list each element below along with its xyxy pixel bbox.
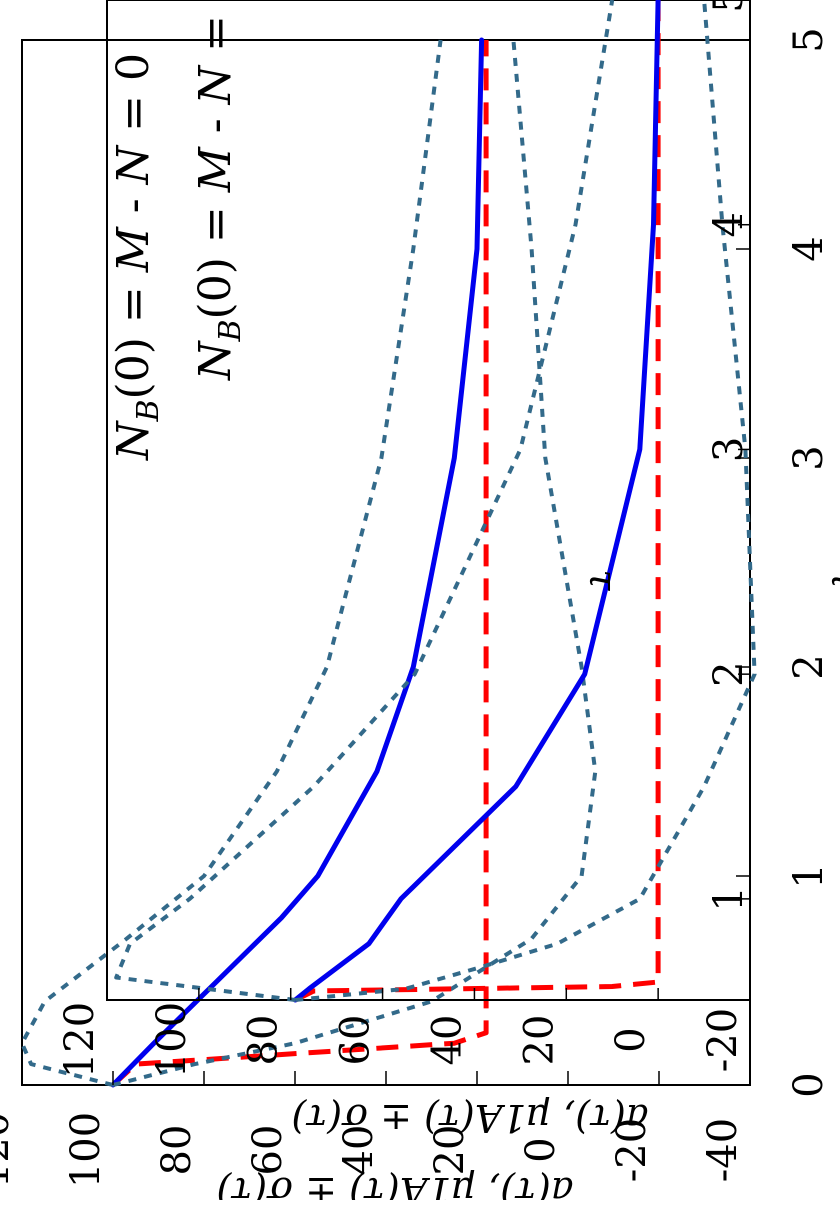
inset-y-axis-label: a(τ), μ1A(τ) ± σ(τ)	[291, 1096, 648, 1140]
main-x-tick-label: 0	[786, 1072, 832, 1097]
main-y-tick-label: -40	[700, 1118, 746, 1182]
inset-x-tick-label: 4	[706, 212, 752, 237]
main-x-axis-label: τ	[823, 569, 840, 591]
main-series-line-2	[20, 39, 443, 1087]
main-y-tick-label: 40	[336, 1125, 382, 1176]
main-y-tick-label: 120	[0, 1112, 18, 1188]
inset-y-tick-label: 0	[608, 1027, 654, 1052]
main-series-layer	[20, 37, 598, 1088]
inset-y-tick-label: 60	[333, 1015, 379, 1066]
inset-plot-frame	[106, 0, 751, 1001]
main-y-tick-label: 0	[518, 1137, 564, 1162]
main-y-tick-label: 60	[245, 1125, 291, 1176]
inset-x-tick-label: 5	[706, 0, 752, 13]
inset-y-tick-label: 80	[241, 1015, 287, 1066]
inset-series-line-2	[114, 0, 615, 1002]
inset-y-tick-label: 40	[424, 1015, 470, 1066]
main-y-tick-label: 20	[427, 1125, 473, 1176]
inset-panel: 1 2 3 4 5 120 100 80 60 40 20 0 -20 τ a(τ), μ1A(τ) ±…	[57, 0, 757, 1140]
main-y-tick-label: 80	[154, 1125, 200, 1176]
inset-x-tick-label: 1	[706, 886, 752, 911]
inset-series-layer	[114, 0, 757, 1003]
inset-series-line-1	[292, 0, 661, 1003]
inset-annotation: NB(0) = M - N = 0	[190, 0, 248, 381]
inset-x-tick-label: 2	[706, 661, 752, 686]
inset-series-line-3	[295, 0, 757, 1002]
inset-x-tick-label: 3	[706, 437, 752, 462]
inset-y-tick-label: 20	[516, 1015, 562, 1066]
inset-x-axis-label: τ	[581, 569, 625, 591]
inset-y-tick-label: 120	[57, 1002, 103, 1078]
main-y-tick-label: 100	[63, 1112, 109, 1188]
inset-series-line-0	[294, 0, 661, 1003]
main-x-tick-label: 5	[786, 27, 832, 52]
main-series-line-0	[111, 40, 489, 1087]
main-series-line-1	[110, 37, 485, 1088]
main-annotation: NB(0) = M - N = 0	[108, 53, 166, 461]
main-x-tick-label: 3	[786, 445, 832, 470]
main-x-tick-label: 2	[786, 654, 832, 679]
main-y-tick-label: -20	[609, 1118, 655, 1182]
main-y-axis-label: a(τ), μ1A(τ) ± σ(τ)	[216, 1169, 573, 1200]
main-x-tick-label: 1	[786, 863, 832, 888]
main-x-tick-label: 4	[786, 236, 832, 261]
inset-ticks-layer: 1 2 3 4 5 120 100 80 60 40 20 0 -20	[57, 0, 752, 1078]
inset-y-tick-label: -20	[700, 1008, 746, 1072]
inset-y-tick-label: 100	[149, 1002, 195, 1078]
